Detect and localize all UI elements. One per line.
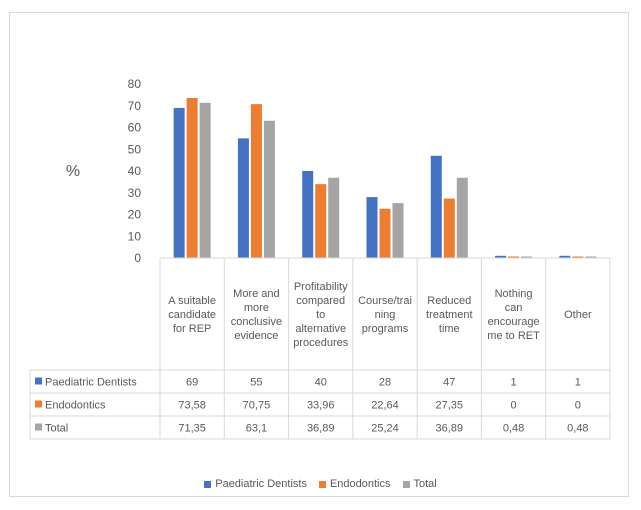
table-cell-value: 22,64 [371,400,399,412]
table-cell-value: 71,35 [178,423,206,435]
legend-key-swatch [35,423,42,431]
category-label: time [439,323,460,335]
category-label: can [505,302,523,314]
table-cell-value: 55 [250,377,262,389]
table-cell-value: 70,75 [243,400,271,412]
bar-total-2 [328,177,340,258]
bar-total-4 [456,177,468,258]
legend-label: Total [413,478,437,490]
legend-item: Total [402,478,437,490]
table-cell-value: 0 [511,400,517,412]
category-label: more [244,302,269,314]
table-cell-value: 1 [511,377,517,389]
legend-item: Endodontics [318,478,391,490]
bar-endodontics-4 [443,198,455,258]
table-row-header: Endodontics [45,400,106,412]
table-cell-value: 0 [575,400,581,412]
bar-paediatric-dentists-6 [559,255,571,258]
bar-total-3 [392,203,404,258]
table-cell-value: 69 [186,377,198,389]
table-cell-value: 36,89 [307,423,335,435]
table-cell-value: 0,48 [503,423,524,435]
table-cell-value: 33,96 [307,400,335,412]
bar-paediatric-dentists-2 [302,171,314,258]
bar-total-5 [521,256,533,258]
bar-total-6 [585,256,597,258]
category-label: me to RET [487,330,540,342]
category-label: alternative [295,323,346,335]
category-label: A suitable [168,295,216,307]
bar-paediatric-dentists-0 [173,107,185,258]
table-cell-value: 73,58 [178,400,206,412]
bar-total-1 [263,120,275,258]
y-axis-label: % [66,163,80,180]
category-label: procedures [293,337,349,349]
table-cell-value: 25,24 [371,423,399,435]
chart-legend: Paediatric Dentists Endodontics Total [0,478,641,491]
bar-total-0 [199,102,211,258]
bar-endodontics-3 [379,208,391,258]
legend-swatch [204,480,212,488]
bar-paediatric-dentists-5 [495,255,507,258]
table-cell-value: 47 [443,377,455,389]
legend-label: Paediatric Dentists [215,478,307,490]
bar-endodontics-6 [572,256,584,258]
y-tick-label: 40 [128,164,142,178]
bar-endodontics-1 [250,104,262,259]
y-tick-label: 70 [128,99,142,113]
bar-endodontics-0 [186,97,198,258]
legend-key-swatch [35,400,42,408]
category-label: Reduced [427,295,471,307]
category-label: to [316,309,325,321]
category-label: Course/trai [358,295,412,307]
table-cell-value: 28 [379,377,391,389]
category-label: compared [296,295,345,307]
table-cell-value: 40 [315,377,327,389]
bar-endodontics-5 [508,256,520,258]
y-tick-label: 10 [128,229,142,243]
bar-paediatric-dentists-4 [430,155,442,258]
legend-label: Endodontics [329,478,391,490]
category-label: More and [233,288,279,300]
y-tick-label: 60 [128,121,142,135]
category-label: treatment [426,309,472,321]
category-label: conclusive [231,316,282,328]
table-cell-value: 0,48 [567,423,588,435]
category-label: Profitability [294,281,348,293]
legend-key-swatch [35,377,42,385]
y-tick-label: 30 [128,186,142,200]
category-label: ning [375,309,396,321]
category-label: encourage [488,316,540,328]
bar-paediatric-dentists-1 [237,138,249,258]
table-cell-value: 36,89 [436,423,464,435]
y-tick-label: 0 [134,251,141,265]
category-label: Other [564,309,592,321]
table-cell-value: 63,1 [246,423,267,435]
y-tick-label: 80 [128,77,142,91]
legend-swatch [318,480,326,488]
chart-frame [9,12,629,497]
bar-endodontics-2 [315,184,327,258]
bar-paediatric-dentists-3 [366,197,378,258]
table-cell-value: 27,35 [436,400,464,412]
legend-item: Paediatric Dentists [204,478,307,490]
table-row-header: Paediatric Dentists [45,377,137,389]
category-label: Nothing [495,288,533,300]
y-tick-label: 50 [128,142,142,156]
category-label: candidate [168,309,216,321]
category-label: programs [362,323,409,335]
category-label: evidence [234,330,278,342]
category-label: for REP [173,323,212,335]
legend-swatch [402,480,410,488]
y-tick-label: 20 [128,208,142,222]
table-cell-value: 1 [575,377,581,389]
table-row-header: Total [45,423,68,435]
